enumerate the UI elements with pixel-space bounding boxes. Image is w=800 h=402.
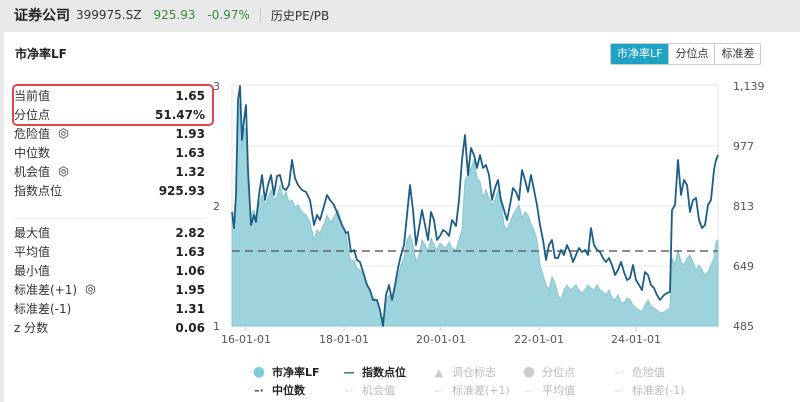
card-title: 市净率LF [15,47,67,61]
legend-danger-value[interactable]: –· 危险值 [610,364,700,380]
index-line-series [231,85,719,327]
svg-text:20-01-01: 20-01-01 [416,333,466,346]
stat-index-level: 指数点位 925.93 [14,183,205,199]
svg-text:3: 3 [213,80,220,93]
divider [14,218,206,219]
dash-dot-icon: –· [344,383,354,397]
svg-text:24-01-01: 24-01-01 [611,333,661,346]
circle-icon: ● [522,364,536,380]
svg-text:485: 485 [733,320,754,333]
header-bar: 证券公司 399975.SZ 925.93 -0.97% 历史PE/PB [0,0,800,30]
stat-mean: 平均值 1.63 [14,244,205,260]
divider [259,8,261,22]
svg-text:22-01-01: 22-01-01 [514,333,564,346]
stat-std-plus-1: 标准差(+1) 1.95 [14,282,205,298]
index-name: 证券公司 [14,8,70,24]
dash-dot-icon: –· [614,383,624,397]
dash-dot-icon: –· [524,383,534,397]
index-price: 925.93 [153,8,196,22]
history-pe-pb-link[interactable]: 历史PE/PB [270,8,330,23]
svg-text:649: 649 [733,260,754,273]
left-axis: 3 2 1 [213,80,220,333]
stat-percentile: 分位点 51.47% [14,107,205,123]
legend-opportunity-value[interactable]: –· 机会值 [340,382,430,398]
tab-percentile[interactable]: 分位点 [668,44,715,64]
line-icon: — [343,365,355,379]
stat-danger-value: 危险值 1.93 [14,126,205,142]
legend-rebalance-mark[interactable]: ▲ 调仓标志 [430,364,520,380]
svg-text:16-01-01: 16-01-01 [221,333,271,346]
svg-text:977: 977 [733,140,754,153]
gear-icon[interactable] [58,166,69,177]
gear-icon[interactable] [85,284,96,295]
circle-icon: ● [252,364,266,380]
dash-dot-icon: –· [614,365,624,379]
stat-std-minus-1: 标准差(-1) 1.31 [14,301,205,317]
legend-std-plus-1[interactable]: –· 标准差(+1) [430,382,520,398]
stats-panel: 当前值 1.65 分位点 51.47% 危险值 1.93 中位数 1.63 机会… [10,84,214,337]
highlight-box [12,84,214,126]
stat-current-value: 当前值 1.65 [14,88,205,104]
tab-pb-lf[interactable]: 市净率LF [611,44,669,64]
x-axis-ticks [245,326,637,331]
dash-dot-icon: –· [254,383,264,397]
svg-text:1,139: 1,139 [733,80,765,93]
legend-median[interactable]: –· 中位数 [250,382,340,398]
legend-percentile[interactable]: ● 分位点 [520,364,610,380]
legend-std-minus-1[interactable]: –· 标准差(-1) [610,382,700,398]
svg-text:1: 1 [213,320,220,333]
legend-pb-lf[interactable]: ● 市净率LF [250,364,340,380]
triangle-icon: ▲ [434,365,444,379]
stat-min: 最小值 1.06 [14,263,205,279]
right-axis: 1,139 977 813 649 485 [733,80,765,333]
stat-max: 最大值 2.82 [14,225,205,241]
legend-mean[interactable]: –· 平均值 [520,382,610,398]
stat-z-score: z 分数 0.06 [14,320,205,336]
index-code: 399975.SZ [76,8,142,22]
svg-text:18-01-01: 18-01-01 [319,333,369,346]
legend-index-level[interactable]: — 指数点位 [340,364,430,380]
stat-median: 中位数 1.63 [14,145,205,161]
svg-text:813: 813 [733,200,754,213]
tab-std-dev[interactable]: 标准差 [714,44,761,64]
index-change: -0.97% [207,8,250,22]
svg-text:2: 2 [213,200,220,213]
stat-opportunity-value: 机会值 1.32 [14,164,205,180]
x-axis: 16-01-01 18-01-01 20-01-01 22-01-01 24-0… [221,333,661,346]
dash-dot-icon: –· [434,383,444,397]
chart-legend: ● 市净率LF — 指数点位 ▲ 调仓标志 ● 分位点 –· 危险值 –· 中位… [250,363,750,399]
metric-tabs: 市净率LF 分位点 标准差 [610,43,762,65]
gear-icon[interactable] [58,128,69,139]
pb-area-series [231,99,719,327]
